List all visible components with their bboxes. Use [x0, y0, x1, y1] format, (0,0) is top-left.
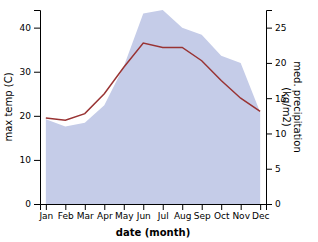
tick-label: 10 — [275, 129, 287, 139]
tick-label: 20 — [20, 111, 32, 121]
tick: 30 — [20, 67, 40, 77]
tick-label: 25 — [275, 23, 286, 33]
tick-label: 20 — [275, 58, 287, 68]
tick-mark — [221, 204, 222, 210]
title-line: (kg/m2) — [281, 87, 292, 127]
tick: 40 — [20, 23, 40, 33]
tick-label: May — [115, 211, 134, 221]
tick-label: 0 — [275, 199, 281, 209]
line — [46, 43, 260, 120]
tick: Mar — [77, 204, 94, 221]
tick: Dec — [252, 204, 269, 221]
tick-label: Nov — [232, 211, 250, 221]
marks — [46, 10, 260, 204]
tick-mark — [266, 133, 272, 134]
tick: Oct — [214, 204, 230, 221]
tick: 0 — [25, 199, 40, 209]
tick: Aug — [174, 204, 192, 221]
tick-mark — [266, 63, 272, 64]
tick-label: Dec — [252, 211, 269, 221]
x-axis-title: date (month) — [116, 227, 190, 238]
tick-label: Apr — [97, 211, 113, 221]
tick-mark — [260, 204, 261, 210]
tick: Apr — [97, 204, 113, 221]
y2-axis-title: med. precipitation(kg/m2) — [281, 61, 304, 153]
tick-label: Aug — [174, 211, 192, 221]
tick-mark — [104, 204, 105, 210]
tick: 10 — [20, 155, 40, 165]
plot: Jan FebMarAprMayJun Jul AugSepOctNovDec 0 10 2… — [20, 10, 287, 221]
tick-mark — [266, 169, 272, 170]
tick: Jan — [38, 204, 53, 221]
tick: Jun — [136, 204, 151, 221]
tick: Sep — [194, 204, 211, 221]
tick: 20 — [266, 58, 287, 68]
tick-label: 30 — [20, 67, 32, 77]
area — [46, 10, 260, 204]
tick: Feb — [58, 204, 74, 221]
tick-label: 10 — [20, 155, 32, 165]
tick: 10 — [266, 129, 287, 139]
x-axis: Jan FebMarAprMayJun Jul AugSepOctNovDec — [38, 204, 269, 221]
tick-label: Mar — [77, 211, 94, 221]
tick-mark — [34, 204, 40, 205]
y-axis-title: max temp (C) — [3, 72, 14, 141]
tick-label: 40 — [20, 23, 32, 33]
tick: 5 — [266, 164, 281, 174]
tick-label: 5 — [275, 164, 281, 174]
tick-mark — [266, 98, 272, 99]
tick-mark — [34, 28, 40, 29]
tick-mark — [202, 204, 203, 210]
tick: 20 — [20, 111, 40, 121]
tick: 0 — [266, 199, 281, 209]
tick-mark — [46, 204, 47, 210]
tick-mark — [124, 204, 125, 210]
chart: Jan FebMarAprMayJun Jul AugSepOctNovDec 0 10 2… — [0, 0, 318, 242]
tick: Jul — [157, 204, 169, 221]
tick-mark — [34, 116, 40, 117]
tick: 25 — [266, 23, 286, 33]
tick-mark — [85, 204, 86, 210]
axis-line — [34, 11, 41, 205]
axis-line — [267, 11, 273, 205]
tick: May — [115, 204, 134, 221]
title-line: med. precipitation — [292, 61, 303, 153]
tick-label: Jun — [136, 211, 151, 221]
tick-label: 0 — [25, 199, 31, 209]
y-axis: 0 10 20 30 40 — [20, 11, 41, 210]
tick-mark — [163, 204, 164, 210]
tick-mark — [34, 72, 40, 73]
tick-mark — [182, 204, 183, 210]
tick-label: Jul — [157, 211, 169, 221]
tick-label: Sep — [194, 211, 211, 221]
tick: Nov — [232, 204, 250, 221]
tick-mark — [266, 204, 272, 205]
tick-mark — [143, 204, 144, 210]
tick-mark — [65, 204, 66, 210]
tick-mark — [241, 204, 242, 210]
tick-label: Feb — [58, 211, 74, 221]
tick-mark — [34, 160, 40, 161]
tick-label: Jan — [38, 211, 53, 221]
tick-mark — [266, 28, 272, 29]
axis-line — [41, 205, 267, 211]
tick-label: Oct — [214, 211, 230, 221]
